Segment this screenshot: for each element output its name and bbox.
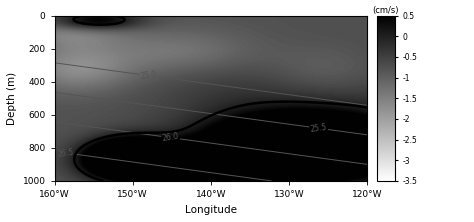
- Text: 26.5: 26.5: [56, 147, 74, 159]
- Y-axis label: Depth (m): Depth (m): [7, 72, 17, 125]
- Text: 26.0: 26.0: [162, 132, 180, 143]
- Text: 25.5: 25.5: [310, 123, 328, 134]
- Title: (cm/s): (cm/s): [373, 6, 399, 15]
- X-axis label: Longitude: Longitude: [185, 204, 237, 214]
- Text: 25.0: 25.0: [140, 70, 158, 81]
